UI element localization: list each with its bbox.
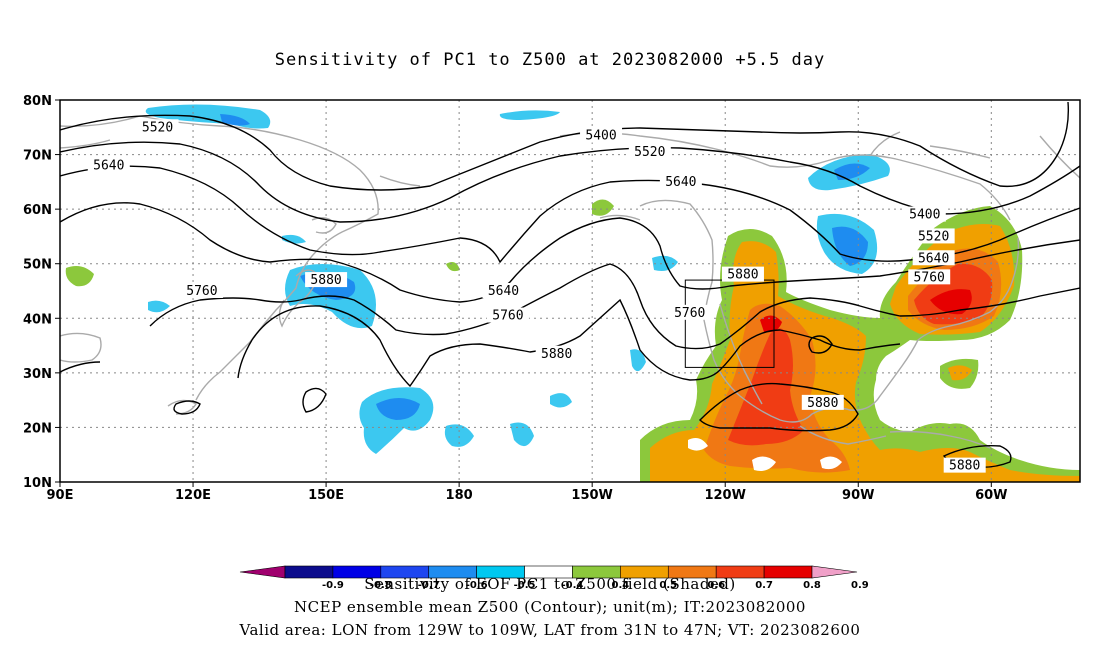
lon-tick-label: 150W	[571, 488, 612, 503]
contour-label: 5400	[909, 208, 940, 223]
contour-label-bg	[659, 173, 702, 189]
contour-label: 5880	[541, 347, 572, 362]
footer-contour-description: NCEP ensemble mean Z500 (Contour); unit(…	[294, 598, 806, 616]
coastlines	[60, 115, 1080, 449]
contour-label: 5760	[674, 306, 705, 321]
contour-label-bg	[305, 272, 348, 288]
colorbar	[239, 565, 858, 579]
lat-tick-label: 70N	[23, 149, 52, 164]
lat-tick-label: 60N	[23, 203, 52, 218]
lat-tick-label: 80N	[23, 94, 52, 109]
colorbar-label: 0.8	[803, 580, 821, 591]
contour-label: 5880	[949, 459, 980, 474]
contour-label: 5760	[492, 309, 523, 324]
contour-label-bg	[668, 304, 711, 320]
lon-tick-label: 180	[446, 488, 473, 503]
contour-label: 5520	[634, 145, 665, 160]
colorbar-labels: -0.9 -0.8 -0.7 -0.6 -0.5 -0.4 0.4 0.5 0.6 0.7 0.8 0…	[322, 580, 869, 591]
lon-tick-label: 120W	[704, 488, 745, 503]
lat-tick-label: 40N	[23, 312, 52, 327]
lat-tick-label: 10N	[23, 476, 52, 491]
contour-label-bg	[486, 307, 529, 323]
contour-label-bg	[721, 266, 764, 282]
contour-label-bg	[580, 127, 623, 143]
contour-label-bg	[628, 143, 671, 159]
contour-label: 5520	[918, 229, 949, 244]
colorbar-label: -0.9	[322, 580, 344, 591]
contour-label-bg	[136, 119, 179, 135]
colorbar-label: 0.5	[659, 580, 677, 591]
colorbar-label: 0.4	[612, 580, 630, 591]
contour-label-bg	[180, 283, 223, 298]
contour-label: 5520	[142, 120, 173, 135]
contour-label-bg	[912, 228, 955, 244]
colorbar-label: -0.5	[514, 580, 536, 591]
contour-label-bg	[943, 457, 986, 473]
lat-tick-label: 50N	[23, 258, 52, 273]
colorbar-label: 0.7	[755, 580, 773, 591]
lat-tick-label: 20N	[23, 421, 52, 436]
lon-tick-label: 90W	[842, 488, 874, 503]
contour-label: 5880	[310, 273, 341, 288]
contour-label-bg	[908, 269, 951, 285]
contour-label: 5640	[488, 284, 519, 299]
lon-tick-label: 120E	[175, 488, 211, 503]
footer-valid-area: Valid area: LON from 129W to 109W, LAT f…	[239, 621, 861, 639]
contour-label: 5760	[186, 284, 217, 299]
lon-tick-label: 60W	[975, 488, 1007, 503]
contour-label: 5400	[585, 128, 616, 143]
lat-tick-label: 30N	[23, 367, 52, 382]
colorbar-label: -0.4	[562, 580, 584, 591]
lon-tick-label: 90E	[47, 488, 74, 503]
colorbar-high-triangle	[811, 565, 858, 579]
colorbar-label: 0.9	[851, 580, 869, 591]
colorbar-label: -0.8	[370, 580, 392, 591]
contour-label-bg	[482, 283, 525, 298]
contour-label: 5640	[665, 175, 696, 190]
colorbar-label: 0.6	[707, 580, 725, 591]
contour-label: 5640	[918, 251, 949, 266]
contour-label: 5760	[914, 270, 945, 285]
contour-label-bg	[801, 394, 844, 410]
colorbar-label: -0.6	[466, 580, 488, 591]
footer-shaded-description: Sensitivity of EOF PC1 to Z500 field (Sh…	[364, 575, 736, 593]
colorbar-label: -0.7	[418, 580, 440, 591]
map-title: Sensitivity of PC1 to Z500 at 2023082000…	[274, 50, 826, 70]
contour-label-bg	[903, 206, 946, 222]
contour-label: 5880	[727, 268, 758, 283]
contour-label-bg	[87, 157, 130, 173]
contour-label-bg	[535, 345, 578, 361]
contour-label-bg	[912, 250, 955, 266]
contour-labels: 5520540055205640564054005520564057605880…	[87, 119, 986, 474]
contour-label: 5880	[807, 396, 838, 411]
lon-tick-label: 150E	[308, 488, 344, 503]
lat-lon-grid	[60, 100, 1080, 482]
map-frame	[59, 99, 1081, 483]
contour-label: 5640	[93, 158, 124, 173]
